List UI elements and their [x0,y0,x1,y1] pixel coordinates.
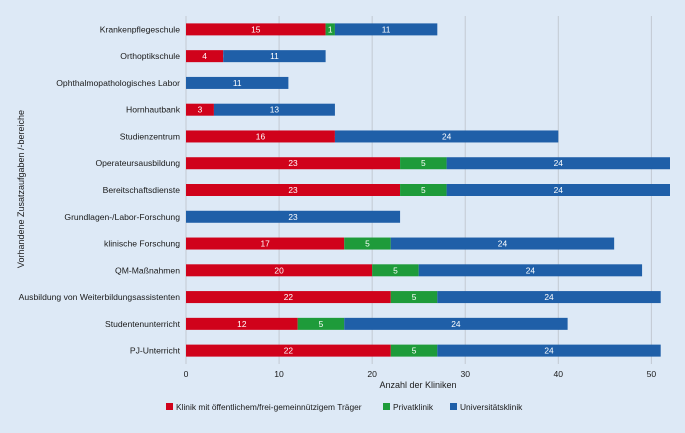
bar-segment [390,237,615,250]
data-label: 24 [526,265,536,275]
data-label: 22 [284,346,294,356]
bar-segment [186,157,401,170]
category-label: Krankenpflegeschule [100,24,180,34]
x-tick-labels: 0 10 20 30 40 50 [184,369,657,379]
bar-segment [390,291,438,304]
bar-segment [446,184,670,196]
category-label: Ophthalmopathologisches Labor [56,78,180,88]
bar-segment [186,23,326,36]
data-label: 23 [288,185,298,195]
bar-segment [418,264,643,277]
data-label: 24 [544,292,554,302]
data-label: 11 [382,24,391,34]
category-label: Hornhautbank [126,105,181,115]
x-tick-label: 0 [184,369,189,379]
category-label: Studentenunterricht [105,319,181,329]
bar-segment [186,210,401,223]
x-tick-label: 30 [460,369,470,379]
bar-segment [186,184,401,196]
category-label: Ausbildung von Weiterbildungsassistenten [19,292,181,302]
data-label: 24 [498,239,508,249]
bar-segment [372,264,419,277]
bar-segment [186,76,289,89]
category-label: QM-Maßnahmen [115,265,180,275]
data-label: 11 [270,51,279,61]
bar-segment [223,50,326,63]
data-label: 3 [198,105,203,115]
data-label: 20 [274,265,284,275]
category-labels: Krankenpflegeschule Orthoptikschule Ophtha… [19,24,181,355]
bar-segment [390,344,438,357]
bar-segment [400,184,447,196]
category-label: Operateursausbildung [95,158,180,168]
data-label: 24 [554,158,564,168]
data-label: 5 [412,346,417,356]
bar-segment [437,344,661,357]
x-tick-label: 50 [647,369,657,379]
data-label: 23 [288,158,298,168]
x-tick-label: 10 [274,369,284,379]
data-label: 1 [328,24,333,34]
data-label: 24 [442,131,452,141]
category-label: Orthoptikschule [120,51,180,61]
category-label: Grundlagen-/Labor-Forschung [64,212,180,222]
category-label: klinische Forschung [104,239,180,249]
data-label: 13 [270,105,280,115]
data-label: 24 [554,185,564,195]
legend-label: Klinik mit öffentlichem/frei-gemeinnützi… [176,402,362,412]
category-label: Studienzentrum [120,131,180,141]
bar-segment [446,157,670,170]
data-label: 15 [251,24,261,34]
bar-segment [213,103,335,116]
data-label: 23 [288,212,298,222]
data-label: 22 [284,292,294,302]
bar-segment [334,23,438,36]
data-label: 24 [451,319,461,329]
data-label: 17 [260,239,270,249]
bar-segment [186,130,335,143]
x-tick-label: 40 [554,369,564,379]
data-label: 5 [421,185,426,195]
legend: Klinik mit öffentlichem/frei-gemeinnützi… [166,402,523,412]
bar-segment [186,317,298,330]
legend-swatch [383,403,390,410]
x-tick-label: 20 [367,369,377,379]
bar-segment [186,103,214,116]
category-label: PJ-Unterricht [130,346,181,356]
data-label: 5 [393,265,398,275]
category-label: Bereitschaftsdienste [103,185,181,195]
bar-segment [186,237,345,250]
data-label: 24 [544,346,554,356]
bar-segment [325,23,335,36]
legend-label: Privatklinik [393,402,434,412]
x-axis-title: Anzahl der Kliniken [379,380,456,390]
bar-segment [186,264,373,277]
legend-swatch [450,403,457,410]
legend-swatch [166,403,173,410]
bar-segment [334,130,559,143]
bar-segment [297,317,345,330]
data-label: 11 [233,78,242,88]
bar-segment [400,157,447,170]
legend-label: Universitätsklinik [460,402,523,412]
bar-segment [186,50,224,63]
bar-segment [186,291,391,304]
data-label: 16 [256,131,266,141]
data-label: 5 [421,158,426,168]
bar-segment [344,237,391,250]
bar-segment [437,291,661,304]
data-label: 12 [237,319,247,329]
data-label: 5 [412,292,417,302]
bar-segment [344,317,568,330]
data-label: 5 [319,319,324,329]
bar-segment [186,344,391,357]
data-label: 5 [365,239,370,249]
bars: 1511140110113013160242352423524023175242… [186,23,670,357]
y-axis-title: Vorhandene Zusatzaufgaben /-bereiche [16,110,26,268]
data-label: 4 [202,51,207,61]
